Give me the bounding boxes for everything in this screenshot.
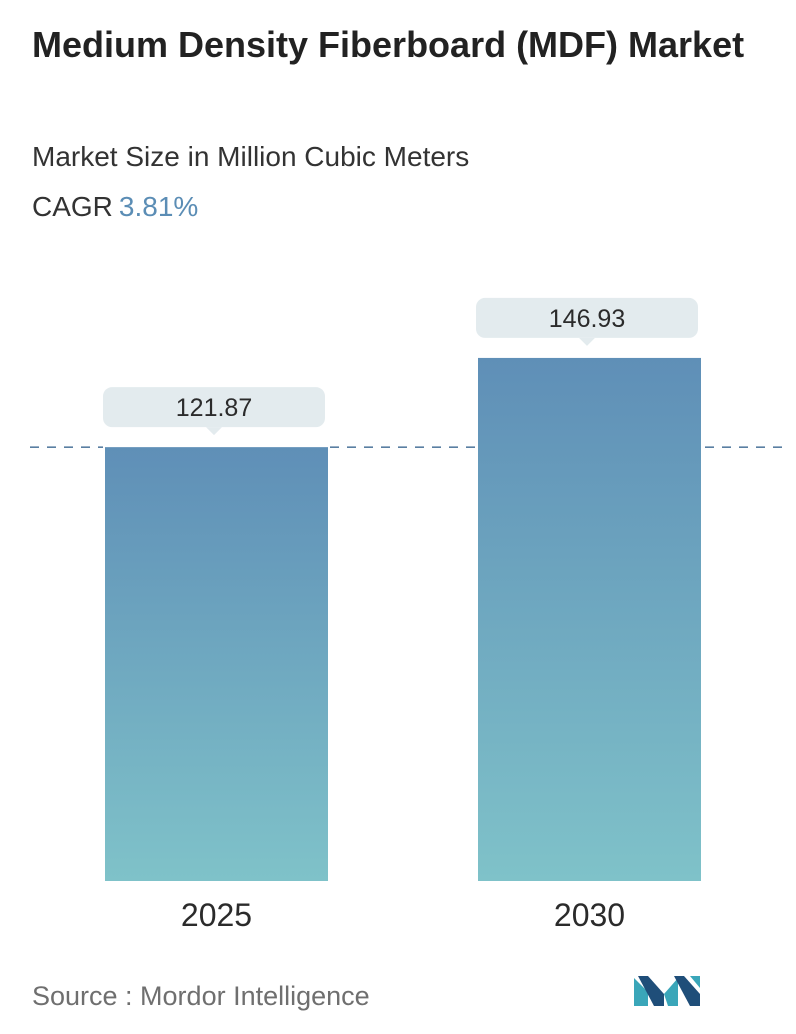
cagr-label: CAGR [32,191,113,222]
mordor-intelligence-logo-icon [634,976,700,1006]
value-label-pointer [206,427,222,436]
cagr-line: CAGR 3.81% [32,189,198,225]
bar-chart: 121.87 2025 146.93 2030 [30,297,790,933]
value-label-box [476,297,698,338]
chart-subtitle: Market Size in Million Cubic Meters [32,141,470,172]
source-text: Source : Mordor Intelligence [32,981,370,1011]
value-label-callout: 146.93 [476,297,698,346]
x-tick-label-2025: 2025 [181,897,252,933]
value-label-pointer [579,337,595,346]
value-label-2025: 121.87 [176,394,252,422]
value-label-box [103,387,325,428]
value-label-callout: 121.87 [103,387,325,436]
x-tick-label-2030: 2030 [554,897,625,933]
chart-title: Medium Density Fiberboard (MDF) Market [32,24,745,65]
cagr-value: 3.81% [118,191,199,222]
bar-2030 [478,357,701,881]
value-label-2030: 146.93 [549,305,625,333]
bar-2025 [105,447,328,881]
